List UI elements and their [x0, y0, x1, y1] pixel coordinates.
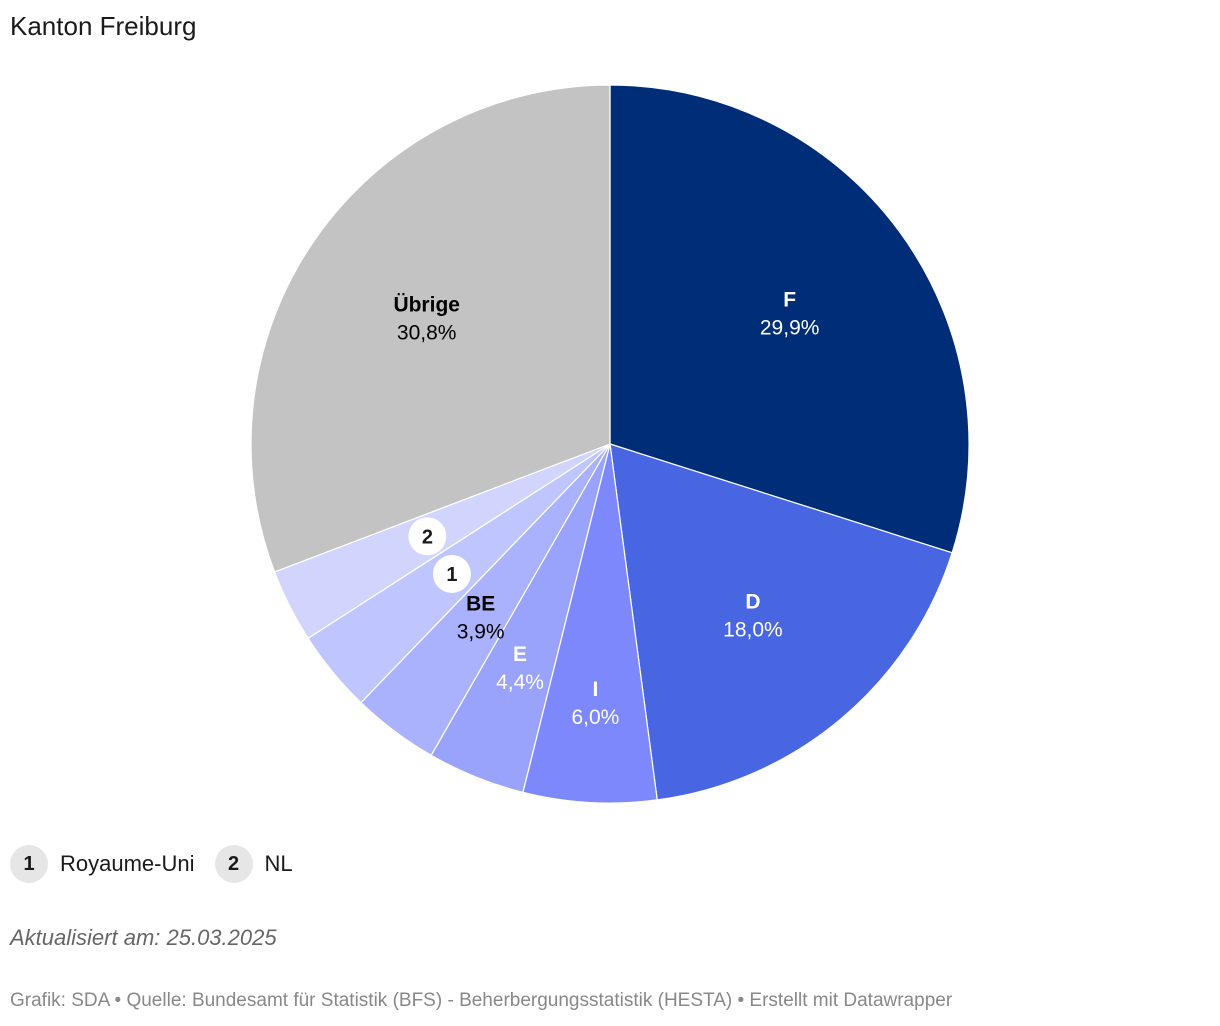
- slice-badge-1: [432, 554, 471, 593]
- slice-value-i: 6,0%: [571, 706, 619, 729]
- pie-slice-i: [522, 443, 658, 804]
- chart-title: Kanton Freiburg: [10, 11, 197, 41]
- pie-chart: F 29,9% D 18,0% I 6,0% E 4,4% BE 3,9% 12 Übrige 30,8…: [250, 84, 970, 804]
- slice-value-f: 29,9%: [760, 317, 820, 340]
- footer-source: Grafik: SDA • Quelle: Bundesamt für Stat…: [10, 990, 953, 1011]
- legend-badge-2: 2: [214, 845, 253, 883]
- legend-label-1: Royaume-Uni: [60, 851, 195, 876]
- legend-label-2: NL: [264, 851, 293, 876]
- slice-label-f: F: [783, 289, 796, 312]
- pie-slice-d: [609, 443, 953, 801]
- legend: 1 Royaume-Uni 2 NL: [10, 845, 313, 883]
- slice-value-übrige: 30,8%: [397, 322, 457, 345]
- slice-label-i: I: [592, 678, 598, 701]
- slice-label-be: BE: [466, 592, 495, 615]
- slice-value-d: 18,0%: [723, 619, 783, 642]
- slice-value-be: 3,9%: [457, 620, 505, 643]
- slice-label-übrige: Übrige: [393, 294, 460, 317]
- legend-item-2: 2 NL: [214, 845, 293, 883]
- pie-slice-übrige: [250, 84, 611, 573]
- slice-badge-label-2: 2: [422, 526, 433, 548]
- slice-label-e: E: [513, 643, 527, 666]
- legend-badge-1: 1: [10, 845, 48, 883]
- updated-note: Aktualisiert am: 25.03.2025: [10, 925, 277, 950]
- slice-value-e: 4,4%: [496, 671, 544, 694]
- legend-item-1: 1 Royaume-Uni: [10, 845, 195, 883]
- pie-slice-f: [609, 84, 970, 554]
- slice-badge-label-1: 1: [446, 564, 457, 586]
- slice-label-d: D: [745, 591, 760, 614]
- slice-badge-2: [408, 517, 447, 556]
